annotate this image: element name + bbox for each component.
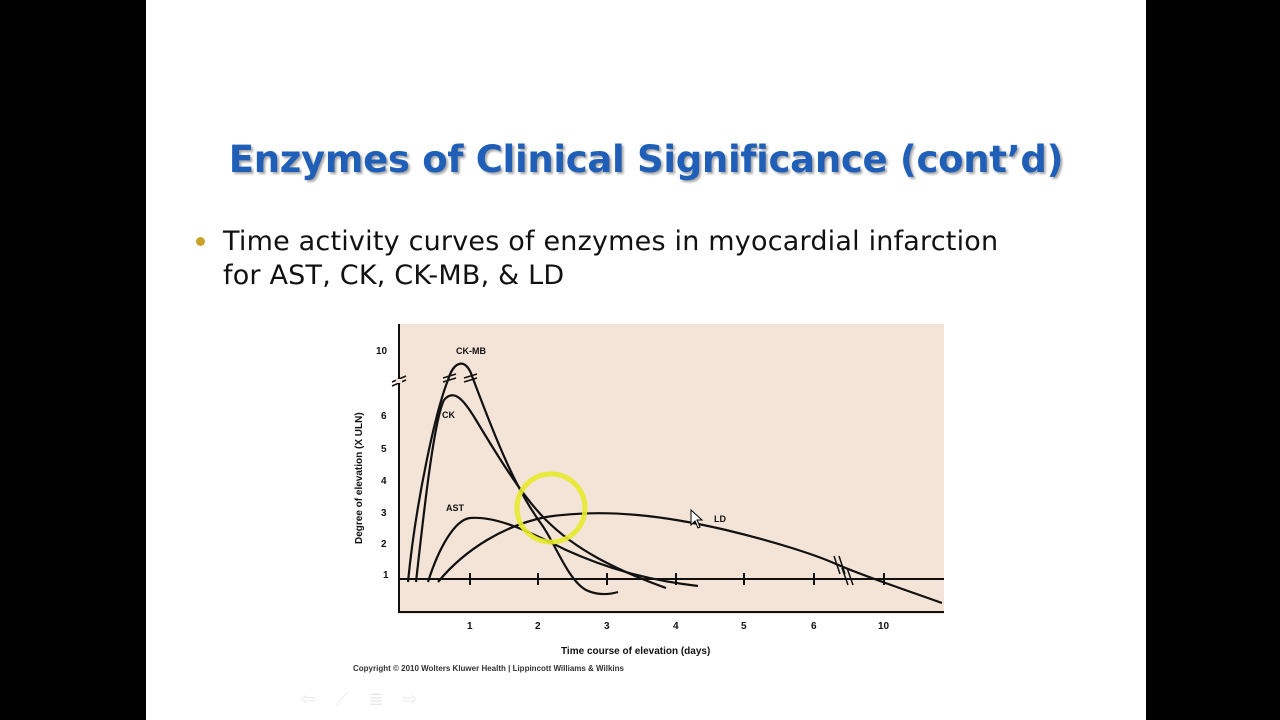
y-tick-labels: 10 6 5 4 3 2 1 [376,346,389,581]
svg-text:4: 4 [673,621,679,632]
bullet-text: Time activity curves of enzymes in myoca… [223,225,998,293]
label-ck-mb: CK-MB [456,346,486,356]
cursor-highlight-ring [514,471,588,545]
enzyme-time-chart: 10 6 5 4 3 2 1 1 2 3 4 5 6 10 Time cours… [346,320,956,680]
svg-text:1: 1 [467,621,473,632]
curve-ck-mb [406,362,619,596]
svg-text:4: 4 [381,476,387,487]
x-axis-label: Time course of elevation (days) [561,646,710,657]
svg-text:1: 1 [383,570,389,581]
label-ck: CK [442,410,455,420]
svg-text:6: 6 [381,411,387,422]
svg-text:5: 5 [741,621,747,632]
curve-ld [437,512,943,605]
slide: Enzymes of Clinical Significance (cont’d… [146,0,1146,720]
arrow-left-icon[interactable]: ⇦ [300,689,316,710]
pen-icon[interactable]: ⟋ [335,689,349,710]
svg-text:3: 3 [381,508,387,519]
svg-text:5: 5 [381,444,387,455]
slide-nav-controls: ⇦ ⟋ ≣ ⇨ [298,690,420,710]
label-ast: AST [446,503,465,513]
mouse-cursor-icon [690,508,704,529]
chart-background [398,324,944,614]
svg-text:2: 2 [381,539,387,550]
x-tick-labels: 1 2 3 4 5 6 10 [467,621,890,632]
svg-text:10: 10 [376,346,388,357]
svg-text:3: 3 [604,621,610,632]
label-ld: LD [714,514,726,524]
menu-icon[interactable]: ≣ [368,689,384,710]
arrow-right-icon[interactable]: ⇨ [402,689,418,710]
bullet-line-2: for AST, CK, CK-MB, & LD [223,260,565,291]
curve-ck [414,394,667,590]
y-axis-label: Degree of elevation (X ULN) [354,412,365,544]
svg-text:6: 6 [811,621,817,632]
bullet-dot-icon [196,237,205,246]
svg-text:2: 2 [535,621,541,632]
svg-text:10: 10 [878,621,890,632]
copyright-text: Copyright © 2010 Wolters Kluwer Health |… [353,664,624,673]
bullet-item: Time activity curves of enzymes in myoca… [196,225,1116,293]
bullet-line-1: Time activity curves of enzymes in myoca… [223,226,999,257]
slide-title: Enzymes of Clinical Significance (cont’d… [228,138,1064,181]
